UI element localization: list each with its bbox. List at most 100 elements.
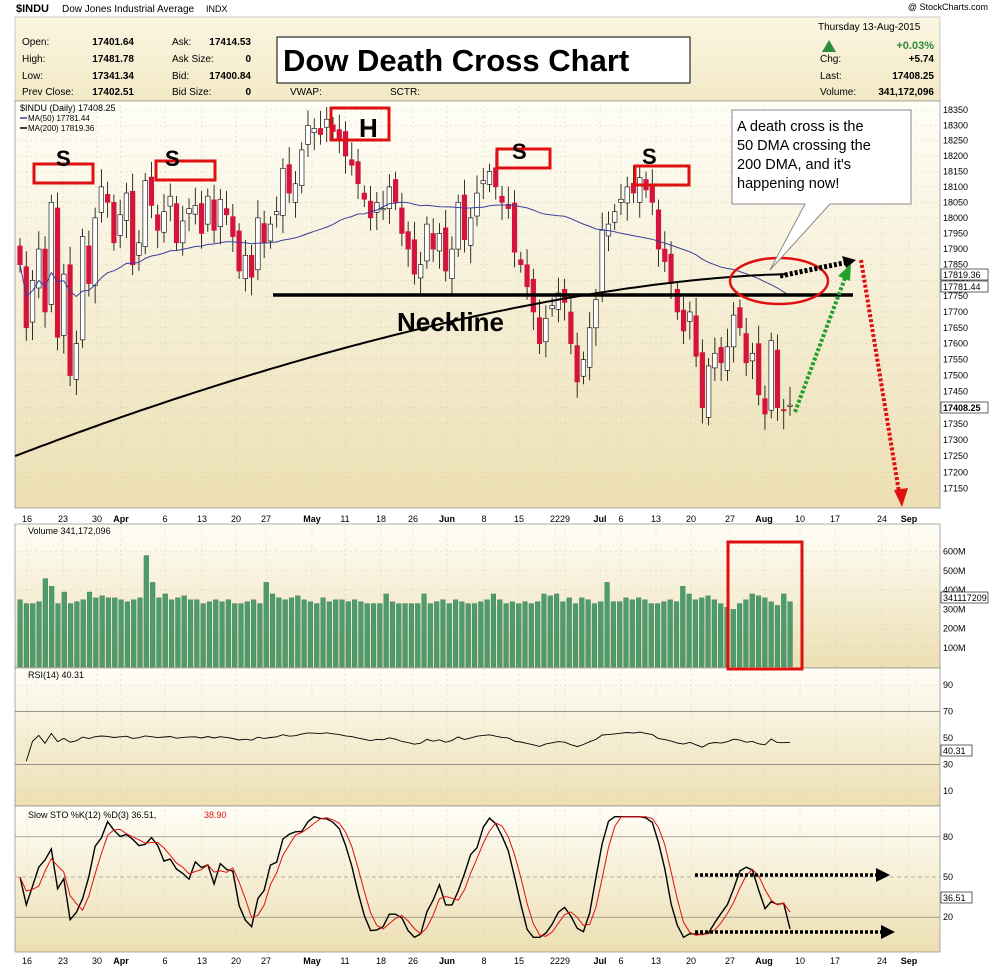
stoch-panel bbox=[14, 805, 941, 953]
ticker: $INDU bbox=[16, 3, 49, 15]
stat-label: Last: bbox=[820, 71, 842, 82]
green-arrowhead-icon bbox=[838, 264, 851, 281]
x-tick-label: 17 bbox=[830, 956, 840, 966]
volume-bar bbox=[623, 597, 629, 668]
rsi-series bbox=[25, 731, 791, 762]
candle-up bbox=[449, 248, 455, 279]
stoch-legend: Slow STO %K(12) %D(3) 36.51, bbox=[28, 810, 156, 820]
candle-up bbox=[161, 211, 167, 233]
stoch-tick-label: 20 bbox=[943, 912, 953, 922]
candle-up bbox=[167, 195, 173, 207]
stoch-marker-label: 36.51 bbox=[943, 893, 966, 903]
candle-down bbox=[349, 159, 355, 166]
stoch-arrowhead-upper-icon bbox=[876, 868, 890, 882]
candle-down bbox=[393, 179, 399, 203]
rsi-legend: RSI(14) 40.31 bbox=[28, 670, 84, 680]
x-tick-label: 26 bbox=[408, 514, 418, 524]
x-tick-label: 20 bbox=[686, 956, 696, 966]
candle-down bbox=[630, 182, 637, 194]
stoch-arrowhead-lower-icon bbox=[881, 925, 895, 939]
volume-bar bbox=[23, 603, 29, 668]
stoch-tick-label: 80 bbox=[943, 832, 953, 842]
volume-bar bbox=[572, 603, 579, 668]
volume-bar bbox=[238, 603, 244, 668]
candle-down bbox=[54, 207, 61, 338]
candle-down bbox=[680, 309, 687, 332]
x-tick-label: 13 bbox=[197, 514, 207, 524]
volume-bar bbox=[352, 599, 358, 668]
stat-label: Chg: bbox=[820, 54, 841, 65]
volume-bar bbox=[175, 597, 181, 668]
candle-up bbox=[731, 314, 737, 348]
volume-bar bbox=[655, 603, 661, 668]
x-tick-label: 30 bbox=[92, 956, 102, 966]
x-tick-label: Sep bbox=[901, 514, 918, 524]
candle-down bbox=[505, 203, 511, 209]
volume-bar bbox=[326, 601, 332, 668]
rsi-tick-label: 90 bbox=[943, 680, 953, 690]
candle-up bbox=[618, 198, 624, 203]
x-tick-label: 10 bbox=[795, 514, 805, 524]
volume-bar bbox=[263, 582, 269, 668]
candle-up bbox=[486, 171, 493, 185]
x-tick-label: 18 bbox=[376, 514, 386, 524]
price-marker-label: 17819.36 bbox=[943, 270, 981, 280]
candle-down bbox=[230, 216, 236, 237]
volume-bar bbox=[377, 603, 383, 668]
price-tick-label: 17950 bbox=[943, 228, 968, 238]
candle-down bbox=[411, 239, 417, 275]
volume-bar bbox=[629, 599, 635, 668]
volume-series bbox=[17, 555, 793, 668]
volume-bar bbox=[636, 597, 642, 668]
candle-up bbox=[386, 186, 392, 209]
volume-bar bbox=[93, 597, 99, 668]
volume-bar bbox=[604, 582, 610, 668]
shoulder-box-3 bbox=[495, 147, 552, 170]
price-tick-label: 17150 bbox=[943, 484, 968, 494]
candle-down bbox=[342, 131, 349, 157]
volume-bar bbox=[535, 601, 541, 668]
volume-bar bbox=[118, 599, 124, 668]
candle-up bbox=[98, 186, 104, 213]
volume-bar bbox=[686, 593, 692, 668]
candle-down bbox=[399, 207, 405, 234]
candle-down bbox=[649, 184, 655, 203]
candle-down bbox=[355, 161, 361, 185]
x-tick-label: 29 bbox=[560, 956, 570, 966]
candle-up bbox=[192, 205, 198, 215]
volume-bar bbox=[30, 603, 36, 668]
candle-up bbox=[624, 186, 630, 204]
price-tick-label: 17700 bbox=[943, 307, 968, 317]
shoulder-label-1: S bbox=[56, 146, 71, 171]
volume-bar bbox=[516, 603, 522, 668]
volume-bar bbox=[383, 593, 389, 668]
candle-up bbox=[468, 217, 474, 246]
candle-down bbox=[536, 317, 543, 344]
price-tick-label: 17650 bbox=[943, 323, 968, 333]
vwap-label: VWAP: bbox=[290, 87, 322, 98]
volume-bar bbox=[244, 601, 250, 668]
candle-down bbox=[499, 195, 505, 203]
price-tick-label: 18100 bbox=[943, 182, 968, 192]
volume-tick-label: 600M bbox=[943, 547, 966, 557]
volume-bar bbox=[364, 603, 370, 668]
candle-down bbox=[574, 345, 580, 383]
ma50-line bbox=[19, 201, 791, 298]
callout-line-1: A death cross is the bbox=[737, 119, 864, 135]
annotations: Neckline S S H S S A death cross is the … bbox=[32, 106, 912, 939]
volume-bar bbox=[705, 595, 711, 668]
volume-marker-label: 341117209 bbox=[943, 593, 987, 603]
price-tick-label: 17850 bbox=[943, 260, 968, 270]
candle-down bbox=[67, 264, 73, 376]
stat-label: Low: bbox=[22, 71, 43, 82]
volume-bar bbox=[415, 603, 421, 668]
x-tick-label: 30 bbox=[92, 514, 102, 524]
price-tick-label: 17350 bbox=[943, 419, 968, 429]
x-tick-label: 13 bbox=[651, 514, 661, 524]
candle-down bbox=[568, 311, 574, 344]
red-dotted-arrow bbox=[859, 259, 901, 493]
volume-bar bbox=[755, 595, 762, 668]
volume-bar bbox=[219, 601, 225, 668]
x-tick-label: Jul bbox=[593, 956, 606, 966]
